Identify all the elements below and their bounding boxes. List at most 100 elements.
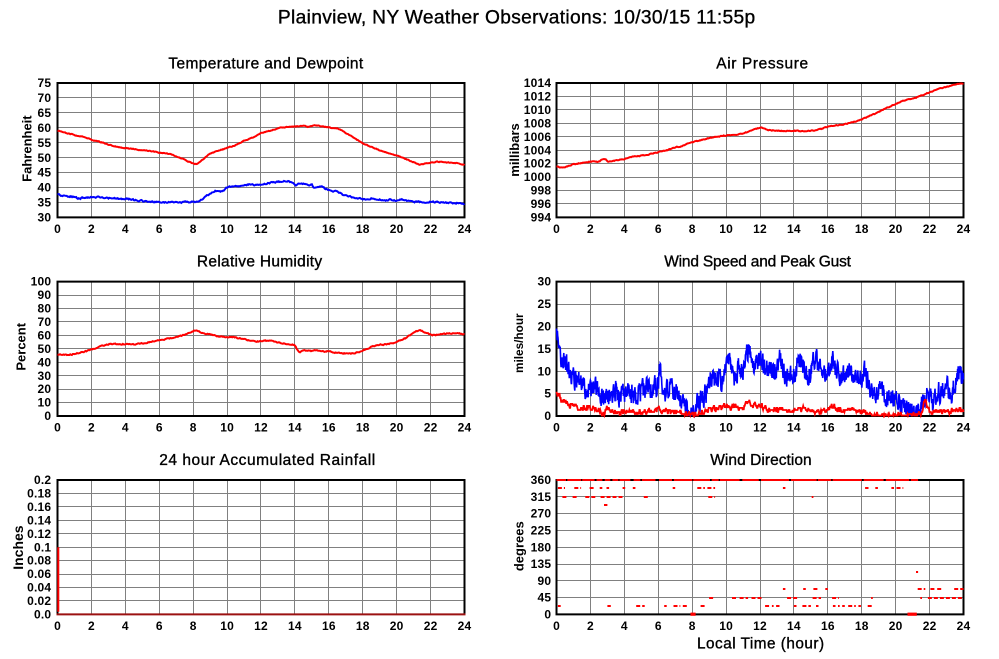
svg-text:16: 16 <box>322 222 336 236</box>
svg-text:100: 100 <box>31 275 52 289</box>
svg-text:14: 14 <box>787 619 801 633</box>
svg-text:0: 0 <box>54 420 61 434</box>
svg-text:12: 12 <box>254 420 268 434</box>
svg-text:1002: 1002 <box>524 157 552 171</box>
svg-text:2: 2 <box>88 619 95 633</box>
svg-text:1012: 1012 <box>524 90 552 104</box>
svg-text:60: 60 <box>38 328 52 342</box>
svg-text:6: 6 <box>655 619 662 633</box>
svg-text:2: 2 <box>88 420 95 434</box>
svg-text:12: 12 <box>254 222 268 236</box>
svg-text:10: 10 <box>220 420 234 434</box>
svg-text:0: 0 <box>553 420 560 434</box>
svg-text:18: 18 <box>356 619 370 633</box>
svg-text:225: 225 <box>531 524 552 538</box>
svg-text:24: 24 <box>458 222 472 236</box>
svg-text:millibars: millibars <box>507 123 522 176</box>
svg-text:8: 8 <box>689 222 696 236</box>
svg-text:40: 40 <box>38 181 52 195</box>
svg-text:25: 25 <box>538 297 552 311</box>
svg-text:90: 90 <box>538 574 552 588</box>
svg-text:24 hour Accumulated Rainfall: 24 hour Accumulated Rainfall <box>159 452 375 469</box>
svg-text:360: 360 <box>531 473 552 487</box>
svg-text:16: 16 <box>322 619 336 633</box>
svg-text:miles/hour: miles/hour <box>512 313 526 373</box>
svg-text:22: 22 <box>424 420 438 434</box>
svg-text:4: 4 <box>621 420 628 434</box>
svg-text:6: 6 <box>655 420 662 434</box>
svg-text:55: 55 <box>38 136 52 150</box>
svg-text:4: 4 <box>122 420 129 434</box>
svg-text:1010: 1010 <box>524 103 552 117</box>
svg-text:22: 22 <box>424 222 438 236</box>
svg-text:Percent: Percent <box>14 322 29 370</box>
svg-text:2: 2 <box>587 619 594 633</box>
svg-text:10: 10 <box>220 222 234 236</box>
svg-text:10: 10 <box>719 222 733 236</box>
svg-text:12: 12 <box>254 619 268 633</box>
svg-text:0: 0 <box>44 409 51 423</box>
svg-text:50: 50 <box>38 151 52 165</box>
svg-text:18: 18 <box>356 420 370 434</box>
svg-text:14: 14 <box>787 222 801 236</box>
svg-text:Temperature and Dewpoint: Temperature and Dewpoint <box>168 55 364 72</box>
svg-text:30: 30 <box>38 211 52 225</box>
svg-text:14: 14 <box>288 222 302 236</box>
svg-text:24: 24 <box>957 222 971 236</box>
svg-text:270: 270 <box>531 507 552 521</box>
svg-text:30: 30 <box>538 275 552 289</box>
svg-text:20: 20 <box>390 420 404 434</box>
svg-text:1014: 1014 <box>524 76 552 90</box>
svg-text:0: 0 <box>54 619 61 633</box>
svg-text:90: 90 <box>38 288 52 302</box>
svg-text:Fahrenheit: Fahrenheit <box>20 115 35 182</box>
svg-text:30: 30 <box>38 369 52 383</box>
svg-text:14: 14 <box>288 619 302 633</box>
svg-text:16: 16 <box>821 420 835 434</box>
svg-text:1006: 1006 <box>524 130 552 144</box>
svg-text:65: 65 <box>38 106 52 120</box>
svg-text:10: 10 <box>220 619 234 633</box>
svg-text:135: 135 <box>531 557 552 571</box>
svg-text:60: 60 <box>38 121 52 135</box>
svg-text:45: 45 <box>538 591 552 605</box>
svg-text:15: 15 <box>538 342 552 356</box>
svg-text:50: 50 <box>38 342 52 356</box>
svg-text:Relative Humidity: Relative Humidity <box>197 254 323 271</box>
svg-text:0.02: 0.02 <box>27 594 51 608</box>
svg-text:20: 20 <box>889 222 903 236</box>
svg-text:70: 70 <box>38 315 52 329</box>
svg-text:75: 75 <box>38 76 52 90</box>
svg-text:10: 10 <box>719 619 733 633</box>
svg-text:4: 4 <box>122 619 129 633</box>
svg-text:0.1: 0.1 <box>34 540 51 554</box>
svg-text:Wind Direction: Wind Direction <box>710 452 811 469</box>
svg-text:0.12: 0.12 <box>27 527 51 541</box>
svg-text:16: 16 <box>322 420 336 434</box>
svg-text:1004: 1004 <box>524 143 552 157</box>
svg-text:4: 4 <box>122 222 129 236</box>
svg-text:70: 70 <box>38 91 52 105</box>
svg-text:24: 24 <box>957 420 971 434</box>
svg-text:Air Pressure: Air Pressure <box>716 55 808 72</box>
svg-text:22: 22 <box>923 420 937 434</box>
svg-text:20: 20 <box>390 619 404 633</box>
svg-text:6: 6 <box>156 420 163 434</box>
svg-text:0: 0 <box>54 222 61 236</box>
svg-text:18: 18 <box>855 420 869 434</box>
svg-text:10: 10 <box>719 420 733 434</box>
svg-text:2: 2 <box>587 222 594 236</box>
svg-text:0.06: 0.06 <box>27 567 51 581</box>
svg-text:45: 45 <box>38 166 52 180</box>
svg-text:8: 8 <box>689 619 696 633</box>
svg-text:8: 8 <box>190 619 197 633</box>
svg-text:0.14: 0.14 <box>27 513 51 527</box>
svg-text:10: 10 <box>538 364 552 378</box>
svg-text:994: 994 <box>531 211 552 225</box>
svg-text:1008: 1008 <box>524 116 552 130</box>
svg-text:20: 20 <box>38 382 52 396</box>
svg-text:14: 14 <box>288 420 302 434</box>
svg-text:998: 998 <box>531 184 552 198</box>
svg-text:Plainview, NY Weather Observat: Plainview, NY Weather Observations: 10/3… <box>278 8 756 29</box>
svg-text:20: 20 <box>889 420 903 434</box>
